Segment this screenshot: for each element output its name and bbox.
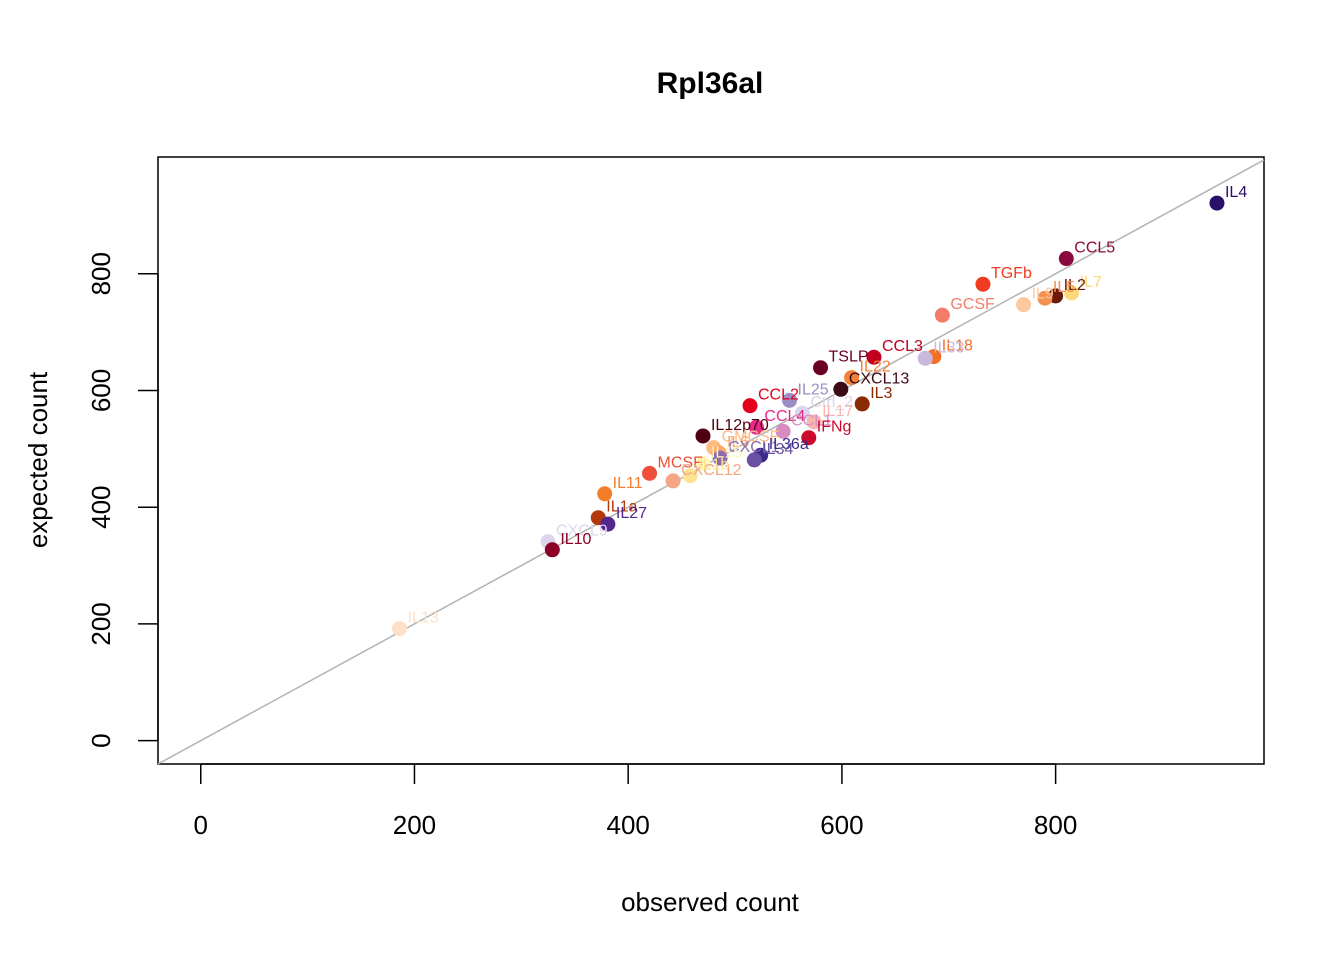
data-point <box>1058 251 1074 267</box>
data-point <box>742 398 758 414</box>
data-point-label: IL1a <box>606 499 637 516</box>
data-point-label: IL1b <box>698 457 729 474</box>
reference-line-layer <box>157 159 1265 765</box>
data-point <box>934 307 950 323</box>
points-layer <box>392 195 1225 637</box>
data-point-label: IL2 <box>1064 277 1086 294</box>
x-axis: 0 200 400 600 800 <box>194 763 1077 840</box>
data-point <box>1016 297 1032 313</box>
data-point-label: IL36a <box>769 436 809 453</box>
data-point <box>775 423 791 439</box>
data-point-label: MCSF <box>658 454 704 471</box>
data-point <box>866 349 882 365</box>
data-point-label: IL34 <box>762 441 793 458</box>
x-tick-label: 0 <box>194 810 208 840</box>
data-point-label: GMCSF <box>722 429 780 446</box>
data-point-label: IL25 <box>798 381 829 398</box>
data-point <box>642 465 658 481</box>
y-tick-label: 200 <box>86 602 116 645</box>
data-point-label: IL33 <box>933 339 964 356</box>
data-point-label: IL11 <box>613 475 643 492</box>
data-point-label: CXCL12 <box>681 462 742 479</box>
reference-line <box>157 159 1265 765</box>
data-point <box>695 428 711 444</box>
data-point <box>782 392 798 408</box>
data-point-label: IL13 <box>408 610 439 627</box>
data-point <box>917 350 933 366</box>
data-point-label: CCL5 <box>1074 240 1115 257</box>
y-axis-label: expected count <box>23 371 53 548</box>
data-point-label: IL10 <box>560 531 591 548</box>
data-point <box>597 486 613 502</box>
data-point-label: IL17 <box>822 403 853 420</box>
data-point-label: CXCL1 <box>728 439 780 456</box>
data-point <box>695 455 711 471</box>
data-point <box>712 450 728 466</box>
x-tick-label: 800 <box>1034 810 1077 840</box>
data-point-label: IFNg <box>817 419 852 436</box>
x-tick-label: 200 <box>393 810 436 840</box>
data-point-label: CCL1 <box>791 412 832 429</box>
data-point <box>975 276 991 292</box>
data-point <box>748 419 764 435</box>
data-point <box>544 542 560 558</box>
data-point-label: TGFb <box>991 265 1032 282</box>
data-point <box>600 516 616 532</box>
y-axis: 0 200 400 600 800 <box>86 252 159 748</box>
data-point-label: CCL3 <box>882 338 923 355</box>
data-point <box>1037 290 1053 306</box>
data-point <box>1064 285 1080 301</box>
data-point-label: IL18 <box>942 338 973 355</box>
data-point-label: IL27 <box>616 505 647 522</box>
y-tick-label: 400 <box>86 485 116 528</box>
data-point <box>854 396 870 412</box>
chart-title: Rpl36al <box>657 67 764 100</box>
data-point <box>833 381 849 397</box>
data-point-label: IL3 <box>870 385 892 402</box>
data-point <box>844 370 860 386</box>
y-tick-label: 0 <box>86 733 116 747</box>
data-point-label: IL12p70 <box>711 417 769 434</box>
data-point <box>1209 195 1225 211</box>
x-tick-label: 600 <box>820 810 863 840</box>
data-point-label: IL5 <box>1053 279 1075 296</box>
data-point-label: IL15 <box>711 444 742 461</box>
data-point-label: CCL4 <box>764 408 805 425</box>
data-point-label: IL22 <box>860 359 891 376</box>
data-point-label: CXCL13 <box>849 370 910 387</box>
data-point-label: IL6 <box>727 434 749 451</box>
data-point-label: TSLP <box>829 349 869 366</box>
y-tick-label: 600 <box>86 369 116 412</box>
data-point-label: GCSF <box>950 296 995 313</box>
data-point <box>806 414 822 430</box>
data-point-label: Ctrl_2 <box>810 394 853 411</box>
data-point-label: IL4 <box>1225 184 1247 201</box>
data-point <box>392 621 408 637</box>
y-tick-label: 800 <box>86 252 116 295</box>
data-point-label: IL7 <box>1080 274 1102 291</box>
data-point <box>746 452 762 468</box>
x-axis-label: observed count <box>621 887 800 917</box>
x-tick-label: 400 <box>606 810 649 840</box>
data-point-label: IL9 <box>1032 286 1054 303</box>
data-point-label: CXCL9 <box>556 523 608 540</box>
data-point <box>813 360 829 376</box>
data-point-label: CCL2 <box>758 387 799 404</box>
data-point <box>682 468 698 484</box>
data-point <box>801 430 817 446</box>
data-point <box>665 473 681 489</box>
data-point <box>794 405 810 421</box>
